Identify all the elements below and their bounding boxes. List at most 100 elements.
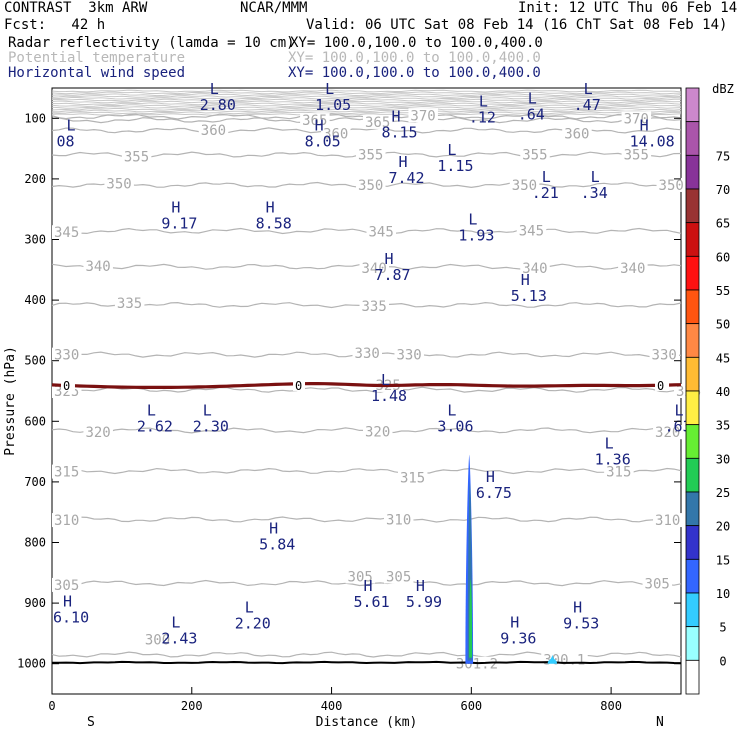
wind-extremum-value: 5.61 bbox=[354, 593, 390, 611]
wind-extremum-value: 2.43 bbox=[161, 629, 197, 647]
wind-extremum-value: 1.15 bbox=[437, 157, 473, 175]
theta-contour-upper bbox=[52, 109, 682, 113]
colorbar-tick-label: 25 bbox=[716, 486, 730, 500]
wind-extremum-low: L bbox=[447, 141, 456, 159]
wind-extremum-value: 5.13 bbox=[511, 287, 547, 305]
y-tick-label: 200 bbox=[24, 172, 46, 186]
wind-extremum-high: H bbox=[510, 613, 519, 631]
theta-label: 320 bbox=[655, 425, 680, 441]
theta-label: 301.2 bbox=[456, 657, 498, 673]
theta-label-bg bbox=[562, 126, 592, 141]
wind-extremum-high: H bbox=[364, 577, 373, 595]
colorbar-tick-label: 65 bbox=[716, 217, 730, 231]
y-tick-label: 1000 bbox=[17, 657, 46, 671]
colorbar-segment bbox=[685, 289, 700, 325]
theta-label-bg bbox=[300, 113, 330, 128]
wind-extremum-low: L bbox=[147, 401, 156, 419]
colorbar-segment bbox=[685, 323, 700, 358]
theta-label: 355 bbox=[358, 148, 383, 164]
theta-label: 315 bbox=[606, 465, 631, 481]
wind-extremum-low: L bbox=[479, 92, 488, 110]
theta-label-bg bbox=[52, 464, 82, 479]
freezing-level-label: 0 bbox=[63, 379, 70, 393]
theta-label: 330 bbox=[355, 346, 380, 362]
theta-label: 350 bbox=[358, 178, 383, 194]
wind-extremum-low: L bbox=[605, 435, 614, 453]
y-tick-label: 300 bbox=[24, 233, 46, 247]
wind-extremum-low: L bbox=[245, 598, 254, 616]
theta-contour-upper bbox=[51, 102, 682, 106]
x-tick-label: 0 bbox=[48, 699, 55, 713]
theta-contour-upper bbox=[51, 105, 682, 109]
colorbar-tick-label: 20 bbox=[716, 520, 730, 534]
theta-contour-305 bbox=[51, 579, 682, 587]
theta-contour-325 bbox=[51, 386, 682, 393]
colorbar-segment bbox=[685, 121, 700, 156]
theta-label-bg bbox=[114, 296, 145, 311]
theta-label-bg bbox=[345, 569, 376, 584]
wind-extremum-value: 3.06 bbox=[437, 417, 473, 435]
theta-contour-upper bbox=[51, 93, 682, 97]
theta-label-bg bbox=[397, 470, 428, 485]
colorbar-segment bbox=[685, 491, 700, 527]
wind-extremum-high: H bbox=[521, 271, 530, 289]
theta-label-bg bbox=[52, 225, 82, 240]
theta-contour-315 bbox=[51, 467, 682, 475]
colorbar-tick-label: 40 bbox=[716, 385, 730, 399]
theta-label-bg bbox=[383, 512, 414, 527]
wind-extremum-value: 2.20 bbox=[235, 614, 271, 632]
theta-label-bg bbox=[83, 259, 113, 274]
wind-extremum-value: .64 bbox=[518, 105, 545, 123]
theta-contour-upper bbox=[51, 107, 682, 111]
wind-extremum-low: L bbox=[468, 210, 477, 228]
y-tick-label: 500 bbox=[24, 354, 46, 368]
x-tick-label: 200 bbox=[181, 699, 203, 713]
theta-label: 345 bbox=[54, 225, 79, 241]
theta-contour-upper bbox=[51, 113, 682, 117]
x-tick-label: 600 bbox=[460, 699, 482, 713]
wind-extremum-high: H bbox=[398, 153, 407, 171]
theta-label: 355 bbox=[124, 149, 149, 165]
theta-label: 370 bbox=[624, 111, 649, 127]
theta-label-bg bbox=[121, 149, 152, 164]
wind-extremum-value: 1.93 bbox=[458, 226, 494, 244]
colorbar-segment bbox=[685, 154, 700, 190]
wind-extremum-value: 7.87 bbox=[374, 266, 410, 284]
y-axis-label: Pressure (hPa) bbox=[3, 346, 18, 456]
x-end-label-south: S bbox=[87, 715, 95, 730]
theta-label: 345 bbox=[519, 223, 544, 239]
wind-extremum-high: H bbox=[573, 598, 582, 616]
colorbar-tick-label: 10 bbox=[716, 587, 730, 601]
theta-label: 355 bbox=[522, 148, 547, 164]
wind-extremum-high: H bbox=[315, 117, 324, 135]
wind-extremum-value: 5.84 bbox=[259, 536, 295, 554]
wind-extremum-value: 2.62 bbox=[137, 417, 173, 435]
colorbar-tick-label: 30 bbox=[716, 452, 730, 466]
colorbar-segment bbox=[685, 390, 700, 426]
theta-label-bg bbox=[52, 513, 82, 528]
wind-extremum-high: H bbox=[171, 198, 180, 216]
theta-label-bg bbox=[621, 111, 652, 126]
wind-extremum-value: .21 bbox=[532, 184, 559, 202]
x-tick-label: 800 bbox=[600, 699, 622, 713]
theta-label-bg bbox=[359, 260, 390, 275]
freezing-level-line bbox=[51, 382, 682, 389]
theta-label-bg bbox=[142, 632, 173, 647]
theta-label: 340 bbox=[620, 261, 645, 277]
freezing-level-label: 0 bbox=[657, 379, 664, 393]
theta-label-bg bbox=[321, 126, 351, 141]
wind-extremum-value: 08 bbox=[56, 133, 74, 151]
theta-contour-upper bbox=[51, 104, 682, 108]
theta-label-bg bbox=[383, 569, 414, 584]
colorbar-tick-label: 50 bbox=[716, 318, 730, 332]
theta-label-bg bbox=[520, 260, 550, 275]
model-title: CONTRAST 3km ARW bbox=[4, 0, 148, 16]
colorbar-title: dBZ bbox=[712, 82, 734, 96]
theta-label-bg bbox=[618, 260, 648, 275]
colorbar-segment bbox=[685, 457, 700, 493]
theta-label-bg bbox=[621, 147, 652, 162]
theta-contour-upper bbox=[51, 100, 682, 104]
theta-label: 330 bbox=[54, 348, 79, 364]
colorbar-tick-label: 60 bbox=[716, 250, 730, 264]
